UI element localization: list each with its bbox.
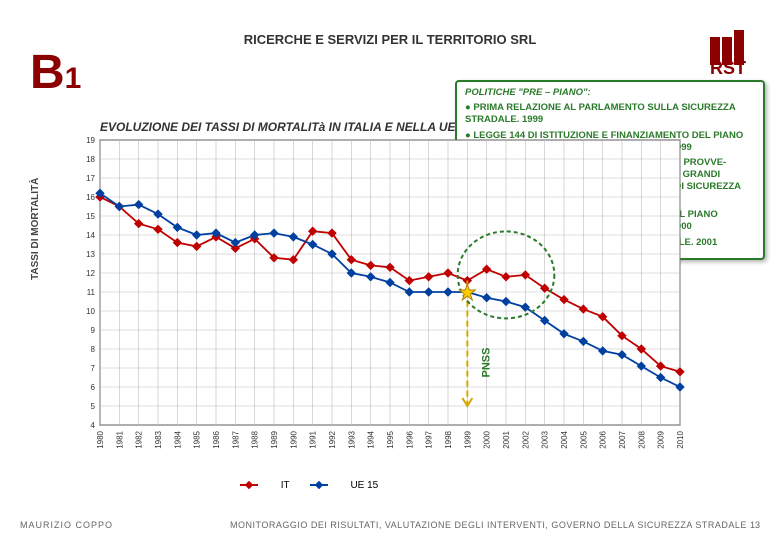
svg-text:1983: 1983 [154,430,163,448]
company-header: RICERCHE E SERVIZI PER IL TERRITORIO SRL [0,32,780,47]
svg-text:4: 4 [91,421,96,430]
y-axis-label: TASSI DI MORTALITÀ [30,178,41,280]
panel-item: ● PRIMA RELAZIONE AL PARLAMENTO SULLA SI… [465,102,755,126]
svg-text:12: 12 [86,269,95,278]
footer-author: MAURIZIO COPPO [20,520,113,530]
svg-text:1989: 1989 [270,430,279,448]
svg-text:11: 11 [87,288,96,297]
svg-text:2005: 2005 [579,430,588,448]
svg-text:14: 14 [86,231,95,240]
legend-item: IT [240,480,290,491]
svg-text:1996: 1996 [405,430,414,448]
svg-text:1980: 1980 [96,430,105,448]
svg-text:1990: 1990 [289,430,298,448]
svg-text:2001: 2001 [502,430,511,448]
svg-text:2002: 2002 [521,430,530,448]
svg-text:1982: 1982 [135,430,144,448]
svg-text:1997: 1997 [425,430,434,448]
footer-page: 13 [750,520,760,530]
svg-text:13: 13 [86,250,95,259]
footer-title: MONITORAGGIO DEI RISULTATI, VALUTAZIONE … [230,520,747,530]
svg-text:1995: 1995 [386,430,395,448]
svg-text:1988: 1988 [251,430,260,448]
mortality-chart: 4 5 6 7 8 9 10 11 12 13 14 15 16 17 18 19 1980 1981 1982 19… [70,135,690,465]
svg-text:17: 17 [86,174,95,183]
svg-text:16: 16 [86,193,95,202]
svg-text:2006: 2006 [599,430,608,448]
svg-text:6: 6 [91,383,96,392]
svg-text:10: 10 [86,307,95,316]
svg-text:1987: 1987 [231,430,240,448]
svg-text:1985: 1985 [193,430,202,448]
svg-text:15: 15 [86,212,95,221]
svg-text:2009: 2009 [657,430,666,448]
rst-logo: RST [710,30,760,80]
svg-text:PNSS: PNSS [481,348,493,378]
svg-text:18: 18 [86,155,95,164]
svg-text:9: 9 [91,326,96,335]
svg-text:1981: 1981 [115,430,124,448]
svg-text:2000: 2000 [483,430,492,448]
svg-text:19: 19 [86,136,95,145]
svg-text:2003: 2003 [541,430,550,448]
chart-title: EVOLUZIONE DEI TASSI DI MORTALITà IN ITA… [100,120,456,134]
svg-text:2004: 2004 [560,430,569,448]
svg-text:2007: 2007 [618,430,627,448]
panel-heading: POLITICHE "PRE – PIANO": [465,87,755,99]
svg-text:2010: 2010 [676,430,685,448]
svg-text:1986: 1986 [212,430,221,448]
slide-badge: B1 [30,45,81,100]
svg-text:7: 7 [91,364,96,373]
svg-text:8: 8 [91,345,96,354]
svg-text:1999: 1999 [463,430,472,448]
svg-text:1992: 1992 [328,430,337,448]
svg-text:1993: 1993 [347,430,356,448]
svg-text:5: 5 [91,402,96,411]
svg-text:1994: 1994 [367,430,376,448]
legend-item: UE 15 [310,480,379,491]
svg-text:1984: 1984 [173,430,182,448]
svg-text:1998: 1998 [444,430,453,448]
svg-text:2008: 2008 [637,430,646,448]
svg-text:1991: 1991 [309,430,318,448]
chart-legend: IT UE 15 [240,480,398,491]
